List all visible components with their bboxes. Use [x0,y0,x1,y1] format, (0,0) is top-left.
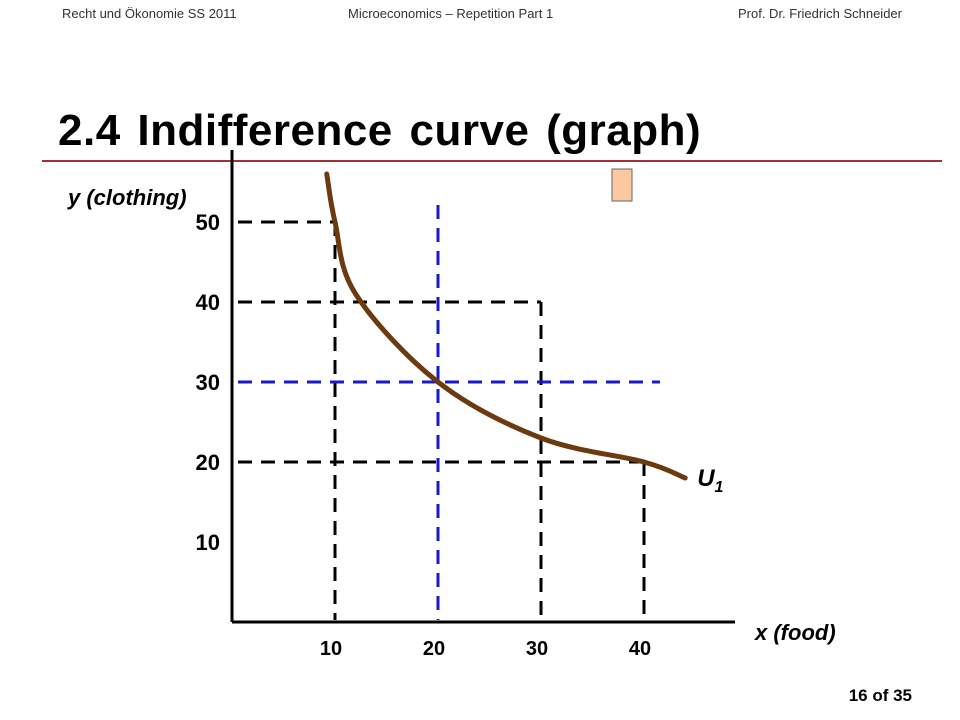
page-number: 16 of 35 [848,686,912,705]
tick-labels: 10 20 30 40 50 10 20 30 40 [196,210,652,660]
x-tick-label-40: 40 [629,638,651,660]
title-divider [42,160,942,162]
x-tick-label-30: 30 [526,638,548,660]
y-tick-label-20: 20 [196,450,220,475]
slide-title: 2.4 Indifference curve (graph) [58,106,702,155]
x-tick-label-20: 20 [423,638,445,660]
curve-label-letter: U [697,465,715,492]
marker-box [611,168,633,202]
y-tick-label-50: 50 [196,210,220,235]
y-tick-label-40: 40 [196,290,220,315]
y-tick-label-30: 30 [196,370,220,395]
header-topic: Microeconomics – Repetition Part 1 [348,6,554,21]
x-axis-label: x (food) [754,620,836,645]
curve-label-subscript: 1 [715,479,724,496]
y-axis-label: y (clothing) [67,185,187,210]
header-course: Recht und Ökonomie SS 2011 [62,6,237,21]
indifference-curve-u1 [324,171,688,481]
guide-lines [238,205,660,620]
x-tick-label-10: 10 [320,638,342,660]
curve-label-u1: U1 [697,465,723,496]
y-tick-label-10: 10 [196,530,220,555]
header-author: Prof. Dr. Friedrich Schneider [737,6,902,21]
